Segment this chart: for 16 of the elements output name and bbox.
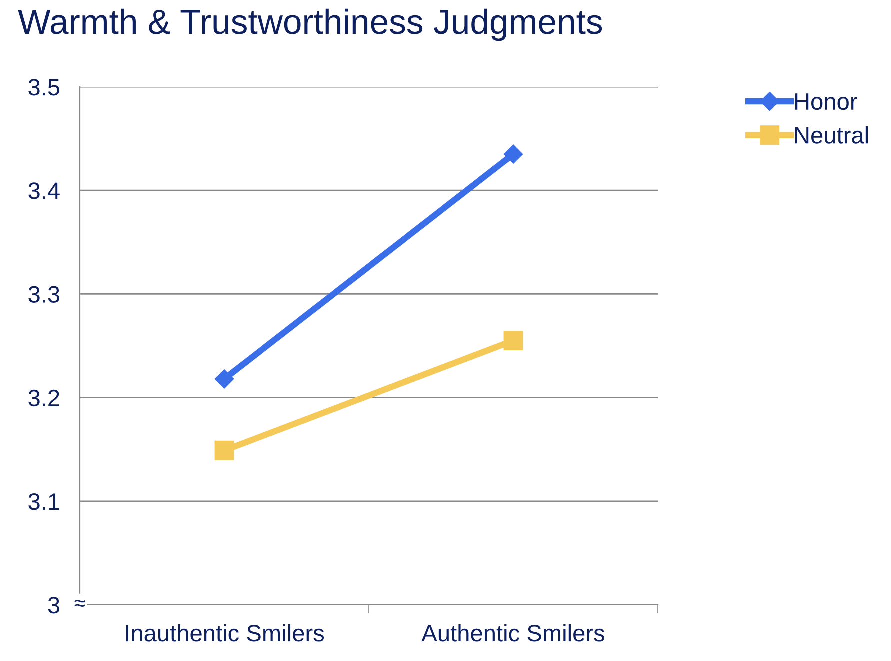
y-tick-label: 3.2 — [28, 390, 60, 407]
x-tick-label: Authentic Smilers — [422, 624, 605, 642]
point — [504, 331, 524, 351]
x-tick-label: Inauthentic Smilers — [126, 624, 324, 642]
point — [504, 144, 524, 164]
annotation: ≈ — [74, 600, 86, 607]
legend-label: Honor — [795, 94, 858, 110]
y-tick-label: 3.4 — [28, 182, 60, 200]
point — [214, 440, 234, 460]
y-tick-label: 3.3 — [28, 286, 60, 303]
point — [214, 370, 234, 389]
y-tick-label: 3.1 — [28, 493, 60, 510]
legend-label: Neutral — [795, 126, 868, 144]
y-tick-label: 3.5 — [28, 79, 60, 96]
chart-title: Warmth & Trustworthiness Judgments — [18, 8, 602, 42]
y-tick-label: 3 — [48, 597, 60, 614]
